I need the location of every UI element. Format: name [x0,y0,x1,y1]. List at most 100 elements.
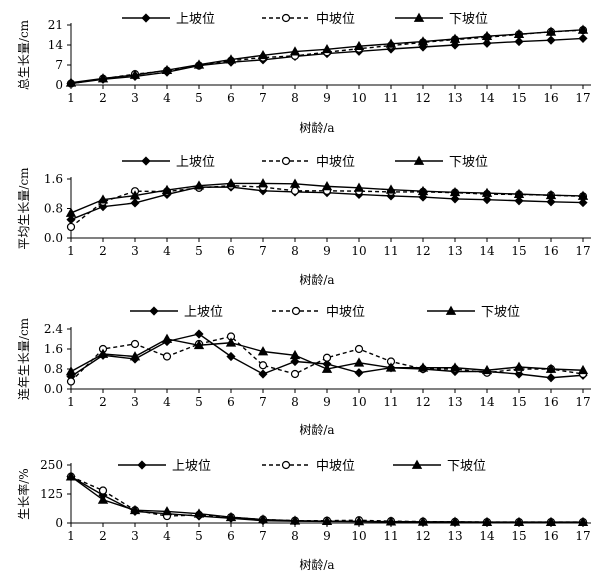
data-point [417,185,429,196]
data-point [162,352,172,361]
x-tick-label: 12 [415,91,430,105]
y-tick-label: 1.6 [44,342,63,356]
legend-label: 中坡位 [326,305,365,320]
x-tick-label: 14 [479,244,495,258]
x-tick-label: 16 [543,91,558,105]
x-tick-label: 2 [99,529,107,543]
x-tick-label: 4 [163,244,171,258]
x-tick-label: 16 [543,244,558,258]
data-point [97,73,109,83]
x-tick-label: 11 [383,529,398,543]
x-tick-label: 3 [131,244,139,258]
x-tick-label: 4 [163,91,171,105]
data-point [97,194,109,204]
x-tick-label: 10 [351,244,366,258]
data-point [577,364,589,375]
data-point [66,377,76,386]
data-point [385,184,397,194]
data-point [130,198,140,208]
data-point [577,190,589,200]
x-axis-label: 树龄/a [299,557,334,572]
y-tick-label: 250 [40,458,63,472]
chart-panel-2: 0.00.81.61 2 3 4 5 6 7 8 9 10 11 12 13 14 15 16 17树龄/a平均… [17,155,591,287]
data-point [258,369,268,379]
data-point [193,508,205,518]
data-point [65,77,77,87]
x-tick-label: 8 [291,91,299,105]
x-tick-label: 9 [323,395,331,409]
data-point [546,35,556,45]
data-point [578,198,588,208]
y-tick-label: 0.8 [44,362,63,376]
x-tick-label: 17 [575,529,590,543]
legend-marker [141,156,151,166]
legend-label: 中坡位 [316,12,355,27]
x-tick-label: 15 [511,244,526,258]
x-tick-label: 12 [415,529,430,543]
data-point [385,38,397,48]
x-tick-label: 16 [543,395,558,409]
y-tick-label: 0 [55,78,63,92]
data-point [161,64,173,75]
legend-label: 上坡位 [172,459,211,474]
data-point [482,38,492,48]
x-axis-label: 树龄/a [299,422,334,437]
legend-label: 中坡位 [316,155,355,170]
data-point [129,69,141,79]
data-point [225,337,237,347]
data-point [545,363,557,373]
legend-marker [149,306,159,316]
data-point [65,471,77,481]
x-tick-label: 10 [351,91,366,105]
series-line [70,335,584,382]
data-point [225,511,237,522]
x-tick-label: 2 [99,91,107,105]
data-point [578,33,588,43]
series-3 [65,178,589,217]
data-point [481,30,493,41]
data-point [161,333,173,343]
series-3 [65,24,589,87]
data-point [289,515,301,525]
x-tick-label: 8 [291,244,299,258]
series-2 [66,332,588,386]
data-point [481,187,493,197]
data-point [322,353,332,362]
legend-marker [281,460,291,470]
x-tick-label: 5 [195,395,203,409]
data-point [290,186,300,195]
data-point [225,54,237,64]
data-point [66,222,76,232]
data-point [129,504,141,515]
legend-marker [413,12,425,22]
data-point [194,329,204,339]
data-point [545,26,557,36]
data-point [449,516,461,526]
x-tick-label: 5 [195,244,203,258]
x-tick-label: 15 [511,529,526,543]
y-tick-label: 0.8 [44,202,63,216]
data-point [321,363,333,373]
x-tick-label: 7 [259,244,267,258]
x-tick-label: 3 [131,529,139,543]
x-tick-label: 12 [415,395,430,409]
y-tick-label: 0.0 [44,231,63,245]
x-tick-label: 6 [227,91,235,105]
data-point [353,40,365,51]
data-point [514,37,524,47]
x-tick-label: 12 [415,244,430,258]
data-point [97,348,109,358]
y-axis-label: 总生长量/cm [17,19,31,90]
data-point [514,196,524,206]
x-axis-label: 树龄/a [299,120,334,135]
x-tick-label: 17 [575,395,590,409]
data-point [65,207,77,217]
data-point [545,516,557,526]
legend-label: 中坡位 [316,459,355,474]
series-line [70,475,583,523]
data-point [417,516,429,526]
x-tick-label: 11 [383,244,398,258]
legend-marker [137,460,147,470]
